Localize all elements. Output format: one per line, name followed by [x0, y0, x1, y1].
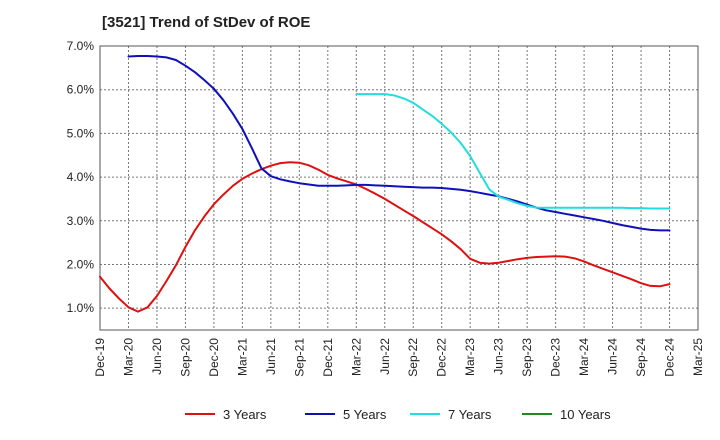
- x-tick-label: Mar-25: [691, 338, 705, 376]
- series-line-5-years: [127, 55, 671, 232]
- grid: [99, 45, 699, 330]
- x-tick-label: Jun-21: [264, 338, 278, 375]
- x-tick-label: Dec-23: [549, 338, 563, 377]
- x-tick-label: Jun-20: [150, 338, 164, 375]
- x-tick-label: Jun-23: [492, 338, 506, 375]
- y-tick-label: 4.0%: [67, 170, 95, 184]
- x-tick-label: Sep-21: [292, 338, 306, 377]
- series-lines: [99, 55, 671, 313]
- legend-label: 3 Years: [223, 407, 267, 422]
- x-tick-label: Jun-22: [378, 338, 392, 375]
- x-tick-label: Dec-20: [207, 338, 221, 377]
- legend-label: 7 Years: [448, 407, 492, 422]
- x-tick-label: Jun-24: [606, 338, 620, 375]
- plot-frame: [99, 45, 699, 331]
- x-tick-label: Dec-24: [663, 338, 677, 377]
- y-tick-label: 2.0%: [67, 257, 95, 271]
- y-tick-label: 5.0%: [67, 126, 95, 140]
- x-tick-label: Sep-20: [178, 338, 192, 377]
- x-tick-label: Dec-22: [435, 338, 449, 377]
- x-tick-label: Dec-19: [93, 338, 107, 377]
- axes: 1.0% 2.0% 3.0% 4.0% 5.0% 6.0% 7.0% Dec-19 Mar-20…: [67, 39, 705, 377]
- x-tick-label: Mar-20: [121, 338, 135, 376]
- x-tick-label: Dec-21: [321, 338, 335, 377]
- x-tick-label: Mar-23: [463, 338, 477, 376]
- y-tick-label: 3.0%: [67, 214, 95, 228]
- y-tick-label: 1.0%: [67, 301, 95, 315]
- x-tick-label: Mar-24: [577, 338, 591, 376]
- x-tick-label: Mar-21: [235, 338, 249, 376]
- legend-label: 5 Years: [343, 407, 387, 422]
- legend: 3 Years 5 Years 7 Years 10 Years: [185, 407, 611, 422]
- chart-title: [3521] Trend of StDev of ROE: [102, 14, 311, 31]
- x-tick-label: Sep-23: [520, 338, 534, 377]
- y-tick-label: 6.0%: [67, 83, 95, 97]
- legend-label: 10 Years: [560, 407, 611, 422]
- x-tick-label: Sep-24: [634, 338, 648, 377]
- y-tick-label: 7.0%: [67, 39, 95, 53]
- x-tick-label: Sep-22: [406, 338, 420, 377]
- x-tick-label: Mar-22: [349, 338, 363, 376]
- series-line-3-years: [99, 161, 671, 313]
- series-line-7-years: [355, 93, 671, 210]
